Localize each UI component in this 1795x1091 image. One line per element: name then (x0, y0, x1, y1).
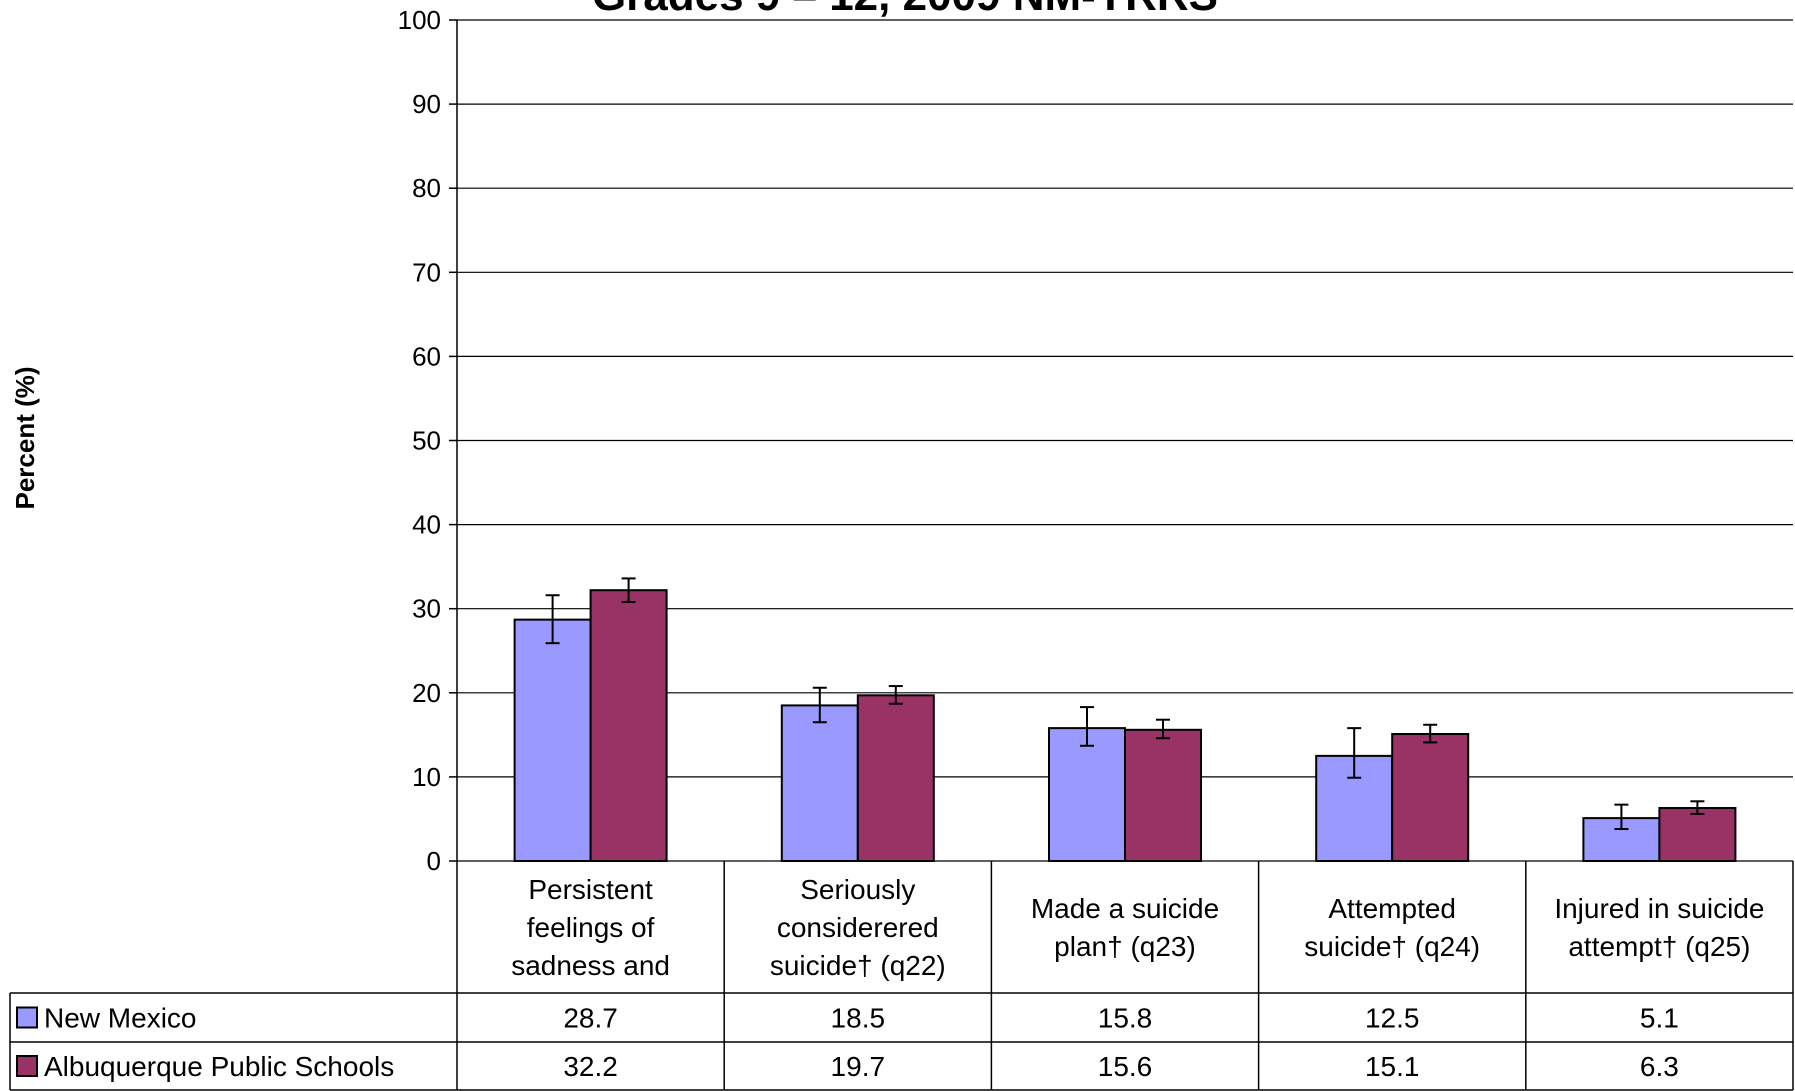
bar-new-mexico-1 (780, 704, 859, 862)
y-tick-label: 90 (412, 89, 441, 119)
data-table: Persistent feelings of sadness and Seriousl… (9, 861, 1794, 1091)
chart-title: Grades 9 – 12, 2009 NM-YRRS (592, 0, 1218, 20)
legend-label: New Mexico (44, 1003, 196, 1034)
data-value-label: 18.5 (831, 1003, 886, 1034)
y-axis-ticks: 0 10 20 30 40 50 60 70 80 90 100 (398, 5, 458, 876)
bar-albuquerque-3 (1391, 733, 1470, 862)
y-tick-label: 80 (412, 173, 441, 203)
category-label: Seriously considerered suicide† (q22) (770, 874, 946, 981)
data-value-label: 5.1 (1640, 1003, 1679, 1034)
data-value-label: 19.7 (831, 1051, 886, 1082)
legend-swatch-new-mexico (16, 1006, 38, 1029)
bars (513, 589, 1737, 863)
bar-albuquerque-4 (1658, 807, 1737, 863)
bar-new-mexico-2 (1048, 727, 1126, 863)
error-bars (545, 577, 1705, 831)
legend-swatch-albuquerque (16, 1055, 38, 1077)
y-tick-label: 20 (412, 678, 441, 708)
category-label: Made a suicide plan† (q23) (1031, 893, 1219, 962)
y-tick-label: 100 (398, 5, 441, 35)
legend-label: Albuquerque Public Schools (44, 1051, 394, 1082)
category-label: Attempted suicide† (q24) (1304, 893, 1480, 962)
gridlines (457, 19, 1793, 862)
y-tick-label: 60 (412, 341, 441, 371)
y-tick-label: 30 (412, 594, 441, 624)
data-value-label: 15.6 (1098, 1051, 1153, 1082)
data-value-label: 15.8 (1098, 1003, 1153, 1034)
y-axis-label: Percent (%) (10, 366, 40, 509)
category-label: Injured in suicide attempt† (q25) (1554, 893, 1764, 962)
data-value-label: 6.3 (1640, 1051, 1679, 1082)
y-tick-label: 40 (412, 510, 441, 540)
data-value-label: 32.2 (563, 1051, 618, 1082)
data-value-label: 15.1 (1365, 1051, 1420, 1082)
y-tick-label: 50 (412, 426, 441, 456)
y-tick-label: 70 (412, 257, 441, 287)
bar-albuquerque-1 (856, 694, 935, 862)
category-label: Persistent feelings of sadness and (511, 874, 670, 981)
bar-new-mexico-0 (513, 618, 592, 862)
y-tick-label: 0 (427, 846, 441, 876)
y-tick-label: 10 (412, 762, 441, 792)
bar-albuquerque-0 (589, 589, 668, 862)
data-value-label: 28.7 (563, 1003, 618, 1034)
data-value-label: 12.5 (1365, 1003, 1420, 1034)
bar-albuquerque-2 (1124, 728, 1202, 863)
